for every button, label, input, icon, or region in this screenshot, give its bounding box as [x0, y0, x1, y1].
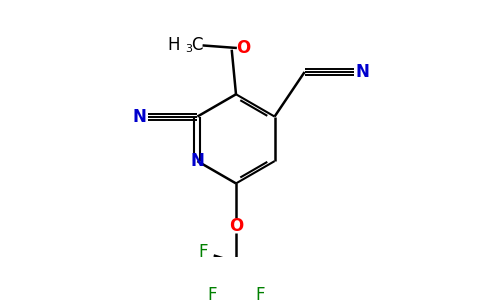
- Text: O: O: [237, 39, 251, 57]
- Text: O: O: [229, 217, 243, 235]
- Text: N: N: [356, 63, 370, 81]
- Text: H: H: [168, 36, 181, 54]
- Text: F: F: [207, 286, 217, 300]
- Text: 3: 3: [185, 44, 193, 54]
- Text: F: F: [198, 243, 208, 261]
- Text: N: N: [191, 152, 204, 170]
- Text: F: F: [255, 286, 265, 300]
- Text: N: N: [132, 108, 146, 126]
- Text: C: C: [191, 36, 202, 54]
